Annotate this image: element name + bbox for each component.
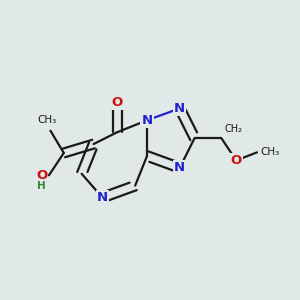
- Text: CH₃: CH₃: [38, 115, 57, 125]
- Text: N: N: [174, 102, 185, 115]
- Text: H: H: [37, 181, 46, 191]
- Text: O: O: [36, 169, 47, 182]
- Text: N: N: [97, 191, 108, 204]
- Text: O: O: [112, 96, 123, 109]
- Text: N: N: [142, 114, 153, 127]
- Text: CH₂: CH₂: [224, 124, 242, 134]
- Text: O: O: [231, 154, 242, 167]
- Text: CH₃: CH₃: [260, 147, 279, 158]
- Text: N: N: [174, 161, 185, 174]
